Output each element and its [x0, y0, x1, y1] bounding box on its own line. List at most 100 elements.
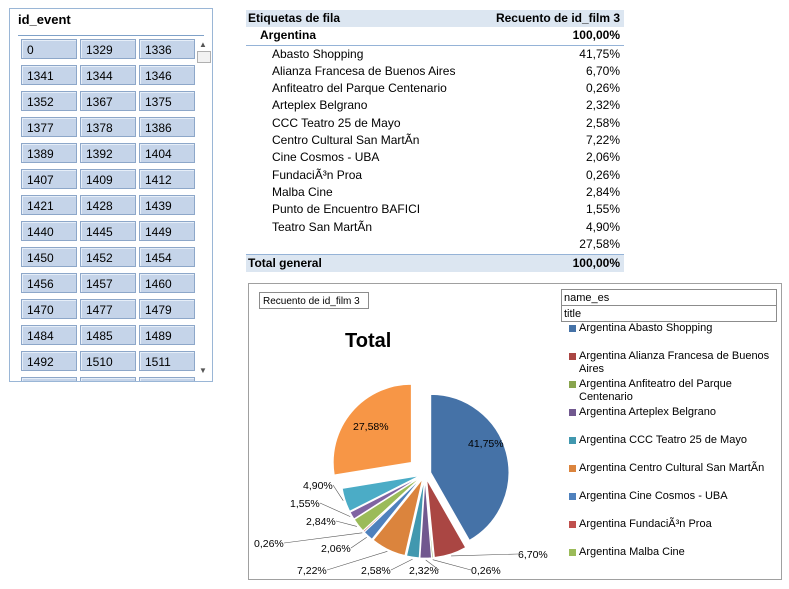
legend-item[interactable]: Argentina Abasto Shopping — [567, 322, 779, 335]
legend-field-title[interactable]: title — [561, 305, 777, 322]
pivot-row[interactable]: Teatro San MartÃ­n 4,90% — [246, 219, 624, 236]
slicer-item[interactable]: 1449 — [139, 221, 195, 241]
pie-slice[interactable] — [419, 479, 432, 559]
pivot-row[interactable]: Arteplex Belgrano 2,32% — [246, 97, 624, 114]
pie-slice[interactable] — [363, 478, 422, 540]
slicer-item[interactable]: 1378 — [80, 117, 136, 137]
pivot-chart[interactable]: Recuento de id_film 3 Total name_es titl… — [248, 283, 782, 580]
pie-slice[interactable] — [353, 477, 421, 532]
slicer-item[interactable]: 1341 — [21, 65, 77, 85]
pivot-row-label: Abasto Shopping — [272, 46, 364, 61]
slicer-item[interactable]: 1460 — [139, 273, 195, 293]
slicer-item[interactable]: 1421 — [21, 195, 77, 215]
slicer-item[interactable]: 0 — [21, 39, 77, 59]
pivot-row[interactable]: Centro Cultural San MartÃ­n 7,22% — [246, 132, 624, 149]
legend-item[interactable]: Argentina CCC Teatro 25 de Mayo — [567, 434, 779, 447]
value-field-button[interactable]: Recuento de id_film 3 — [259, 292, 369, 309]
slicer-item[interactable]: 1428 — [80, 195, 136, 215]
pie-data-label: 6,70% — [518, 549, 548, 561]
legend-item[interactable]: Argentina Centro Cultural San MartÃ­n — [567, 462, 779, 475]
slicer-item[interactable]: 1452 — [80, 247, 136, 267]
pie-slice[interactable] — [332, 383, 412, 476]
slicer-item[interactable]: 1450 — [21, 247, 77, 267]
pivot-row-value: 2,06% — [585, 150, 620, 165]
legend-swatch — [569, 549, 576, 556]
pivot-row-labels-header[interactable]: Etiquetas de fila — [248, 11, 341, 25]
slicer-item[interactable]: 1344 — [80, 65, 136, 85]
slicer-item[interactable]: 1404 — [139, 143, 195, 163]
slicer-item[interactable]: 1456 — [21, 273, 77, 293]
legend-item[interactable]: Argentina Malba Cine — [567, 546, 779, 559]
slicer-item[interactable]: 1439 — [139, 195, 195, 215]
pivot-row-label: Malba Cine — [272, 184, 333, 199]
triangle-down-icon[interactable]: ▼ — [199, 366, 207, 375]
pie-data-label: 2,58% — [361, 565, 391, 577]
slicer-item[interactable]: 1489 — [139, 325, 195, 345]
slicer-item[interactable]: 1352 — [21, 91, 77, 111]
pivot-row[interactable]: FundaciÃ³n Proa 0,26% — [246, 167, 624, 184]
legend-item[interactable]: Argentina Cine Cosmos - UBA — [567, 490, 779, 503]
slicer-item[interactable]: 1412 — [139, 169, 195, 189]
legend-item[interactable]: Argentina Alianza Francesa de Buenos Air… — [567, 350, 779, 376]
slicer-item[interactable]: 1521 — [139, 377, 195, 381]
pivot-row-value: 6,70% — [585, 63, 620, 78]
pie-slice[interactable] — [425, 479, 434, 559]
pivot-row[interactable]: CCC Teatro 25 de Mayo 2,58% — [246, 115, 624, 132]
slicer-item[interactable]: 1386 — [139, 117, 195, 137]
slicer-item[interactable]: 1407 — [21, 169, 77, 189]
slicer-item[interactable]: 1375 — [139, 91, 195, 111]
slicer-item[interactable]: 1511 — [139, 351, 195, 371]
pie-slice[interactable] — [362, 477, 421, 533]
legend-item[interactable]: Argentina Anfiteatro del Parque Centenar… — [567, 378, 779, 404]
slicer-item[interactable]: 1512 — [21, 377, 77, 381]
slicer-item[interactable]: 1454 — [139, 247, 195, 267]
pie-slice[interactable] — [349, 476, 421, 520]
slicer-item[interactable]: 1329 — [80, 39, 136, 59]
slicer-item[interactable]: 1518 — [80, 377, 136, 381]
slicer-item[interactable]: 1457 — [80, 273, 136, 293]
pivot-row[interactable]: Alianza Francesa de Buenos Aires 6,70% — [246, 63, 624, 80]
pivot-rows: Abasto Shopping 41,75% Alianza Francesa de… — [246, 46, 624, 254]
pivot-row-value: 2,32% — [585, 98, 620, 113]
slicer-item[interactable]: 1470 — [21, 299, 77, 319]
slicer-item[interactable]: 1479 — [139, 299, 195, 319]
pie-slice[interactable] — [372, 479, 423, 556]
pivot-row[interactable]: Abasto Shopping 41,75% — [246, 46, 624, 63]
slicer-item[interactable]: 1440 — [21, 221, 77, 241]
pivot-row[interactable]: Anfiteatro del Parque Centenario 0,26% — [246, 80, 624, 97]
slicer-item[interactable]: 1484 — [21, 325, 77, 345]
slicer-scrollbar[interactable]: ▲ ▼ — [196, 39, 211, 377]
slicer-item[interactable]: 1445 — [80, 221, 136, 241]
slicer-item[interactable]: 1346 — [139, 65, 195, 85]
slicer-item[interactable]: 1336 — [139, 39, 195, 59]
pivot-value-header[interactable]: Recuento de id_film 3 — [495, 11, 620, 25]
pivot-row[interactable]: Cine Cosmos - UBA 2,06% — [246, 149, 624, 166]
slicer-item[interactable]: 1367 — [80, 91, 136, 111]
slicer-item[interactable]: 1510 — [80, 351, 136, 371]
slicer-item[interactable]: 1492 — [21, 351, 77, 371]
legend-label: Argentina Alianza Francesa de Buenos Air… — [579, 350, 770, 375]
legend-label: Argentina Centro Cultural San MartÃ­n — [579, 462, 765, 474]
pivot-row[interactable]: Malba Cine 2,84% — [246, 184, 624, 201]
slicer-item[interactable]: 1392 — [80, 143, 136, 163]
pivot-row[interactable]: Punto de Encuentro BAFICI 1,55% — [246, 201, 624, 218]
legend-item[interactable]: Argentina Arteplex Belgrano — [567, 406, 779, 419]
pie-data-label: 0,26% — [254, 538, 284, 550]
slicer-item[interactable]: 1377 — [21, 117, 77, 137]
scroll-thumb[interactable] — [197, 51, 211, 63]
triangle-up-icon[interactable]: ▲ — [199, 40, 207, 49]
pie-slice[interactable] — [426, 479, 467, 558]
pie-slice[interactable] — [341, 475, 420, 512]
slicer-item[interactable]: 1389 — [21, 143, 77, 163]
pivot-group-row[interactable]: Argentina 100,00% — [246, 27, 624, 46]
pie-slice[interactable] — [430, 394, 510, 541]
pie-leader-line — [332, 484, 344, 501]
pie-slice[interactable] — [406, 479, 425, 559]
pivot-row[interactable]: 27,58% — [246, 236, 624, 253]
pivot-row-label: Cine Cosmos - UBA — [272, 150, 380, 165]
legend-field-name-es[interactable]: name_es — [561, 289, 777, 306]
slicer-item[interactable]: 1409 — [80, 169, 136, 189]
legend-item[interactable]: Argentina FundaciÃ³n Proa — [567, 518, 779, 531]
slicer-item[interactable]: 1477 — [80, 299, 136, 319]
slicer-item[interactable]: 1485 — [80, 325, 136, 345]
